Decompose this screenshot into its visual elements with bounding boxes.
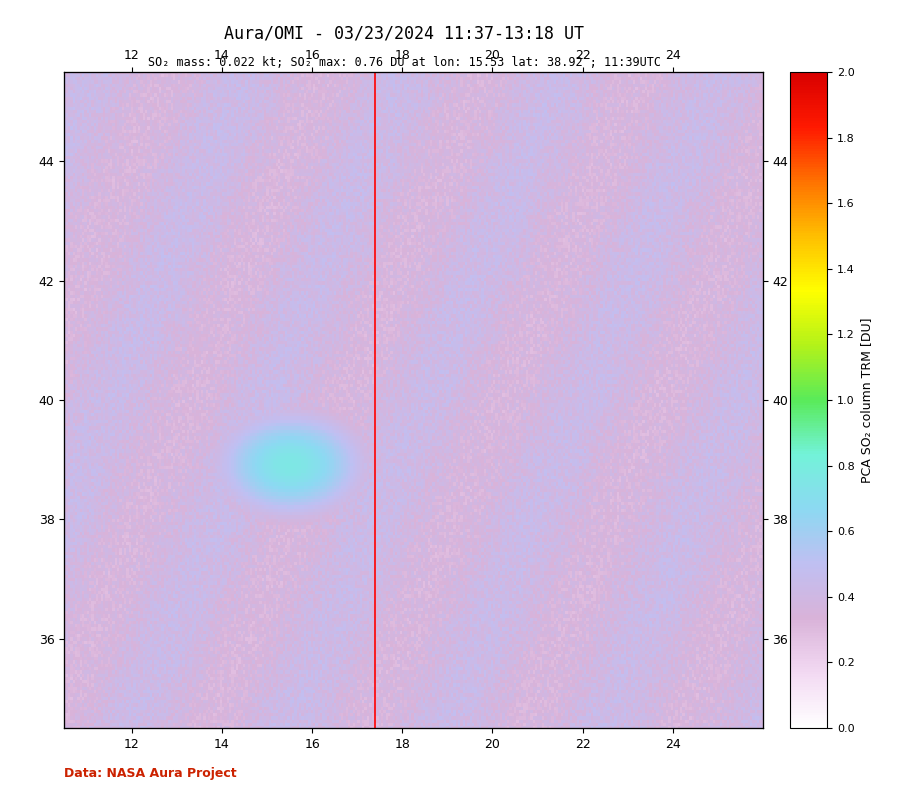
- Y-axis label: PCA SO₂ column TRM [DU]: PCA SO₂ column TRM [DU]: [860, 318, 873, 482]
- Text: Data: NASA Aura Project: Data: NASA Aura Project: [64, 767, 237, 780]
- Text: SO₂ mass: 0.022 kt; SO₂ max: 0.76 DU at lon: 15.53 lat: 38.92 ; 11:39UTC: SO₂ mass: 0.022 kt; SO₂ max: 0.76 DU at …: [148, 56, 661, 69]
- Text: Aura/OMI - 03/23/2024 11:37-13:18 UT: Aura/OMI - 03/23/2024 11:37-13:18 UT: [224, 24, 584, 42]
